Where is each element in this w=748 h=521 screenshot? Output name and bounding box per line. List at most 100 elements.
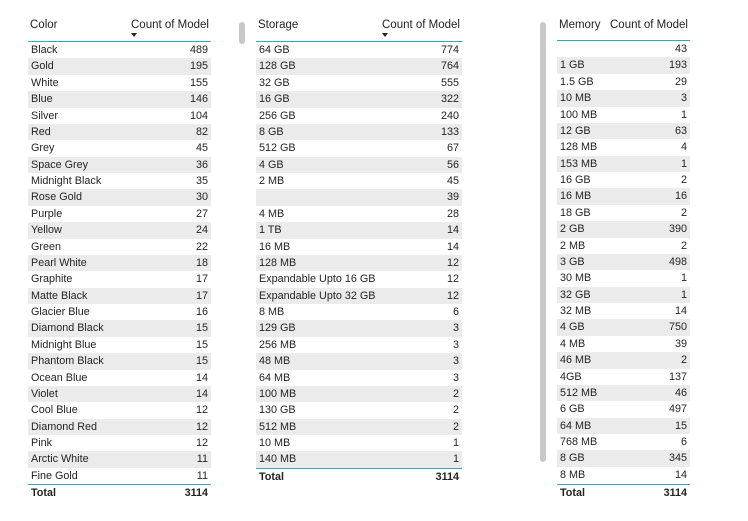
table-row[interactable]: Diamond Red 12 [28, 418, 211, 435]
table-row[interactable]: Blue 146 [28, 91, 211, 108]
table-row[interactable]: Midnight Black 35 [28, 173, 211, 189]
table-row[interactable]: Diamond Black 15 [28, 320, 211, 337]
table-row[interactable]: Rose Gold 30 [28, 189, 211, 206]
table-row[interactable]: Glacier Blue 16 [28, 304, 211, 320]
table-row[interactable]: 128 MB 4 [557, 139, 690, 155]
table-row[interactable]: 64 GB 774 [256, 42, 462, 58]
row-count: 3 [452, 371, 459, 384]
table-row[interactable]: 1 TB 14 [256, 222, 462, 239]
table-row[interactable]: 768 MB 6 [557, 434, 690, 450]
table-row[interactable]: 4 MB 39 [557, 336, 690, 352]
table-row[interactable]: Pink 12 [28, 435, 211, 451]
table-row[interactable]: Gold 195 [28, 58, 211, 75]
table-row[interactable]: 130 GB 2 [256, 402, 462, 418]
table-row[interactable]: 1.5 GB 29 [557, 74, 690, 90]
table-row[interactable]: 43 [557, 41, 690, 57]
table-row[interactable]: Cool Blue 12 [28, 402, 211, 418]
table-row[interactable]: 4 GB 56 [256, 156, 462, 173]
table-row[interactable]: Midnight Blue 15 [28, 337, 211, 353]
row-label: 64 GB [259, 44, 290, 56]
column-header-storage[interactable]: Storage [258, 19, 299, 31]
table-row[interactable]: Space Grey 36 [28, 156, 211, 173]
table-row[interactable]: 64 MB 15 [557, 417, 690, 434]
table-row[interactable]: Arctic White 11 [28, 451, 211, 468]
table-row[interactable]: 64 MB 3 [256, 370, 462, 386]
table-row[interactable]: 46 MB 2 [557, 352, 690, 369]
table-row[interactable]: Silver 104 [28, 108, 211, 124]
table-row[interactable]: 2 MB 45 [256, 173, 462, 189]
total-value: 3114 [184, 487, 208, 499]
column-header-memory[interactable]: Memory [559, 19, 601, 31]
color-table-rows: Black 489 Gold 195 White 155 Blue 146 Silver 104 R… [28, 42, 211, 484]
table-row[interactable]: 512 MB 2 [256, 418, 462, 435]
table-row[interactable]: 6 GB 497 [557, 401, 690, 417]
table-row[interactable]: Phantom Black 15 [28, 353, 211, 370]
table-row[interactable]: 512 MB 46 [557, 384, 690, 402]
table-row[interactable]: 256 GB 240 [256, 108, 462, 124]
row-count: 2 [680, 354, 687, 367]
table-row[interactable]: 39 [256, 189, 462, 206]
table-row[interactable]: Fine Gold 11 [28, 468, 211, 484]
table-row[interactable]: 129 GB 3 [256, 320, 462, 337]
table-row[interactable]: 12 GB 63 [557, 122, 690, 140]
table-row[interactable]: White 155 [28, 75, 211, 91]
table-row[interactable]: 30 MB 1 [557, 270, 690, 286]
table-row[interactable]: 16 GB 2 [557, 172, 690, 188]
table-row[interactable]: 8 GB 133 [256, 123, 462, 141]
row-count: 774 [440, 44, 459, 56]
table-row[interactable]: Grey 45 [28, 140, 211, 156]
table-row[interactable]: 100 MB 1 [557, 107, 690, 123]
table-row[interactable]: Violet 14 [28, 385, 211, 403]
table-row[interactable]: 16 MB 14 [256, 239, 462, 255]
storage-table-scrollbar[interactable] [239, 22, 245, 44]
table-row[interactable]: 2 MB 2 [557, 238, 690, 254]
column-header-color[interactable]: Color [30, 19, 58, 31]
row-count: 11 [196, 453, 208, 466]
table-row[interactable]: 10 MB 3 [557, 90, 690, 107]
memory-table-scrollbar[interactable] [540, 22, 546, 462]
row-label: 128 MB [560, 141, 598, 154]
row-label: 100 MB [259, 387, 297, 400]
table-row[interactable]: 128 MB 12 [256, 254, 462, 272]
table-row[interactable]: 48 MB 3 [256, 353, 462, 370]
table-row[interactable]: 153 MB 1 [557, 155, 690, 172]
table-row[interactable]: 16 GB 322 [256, 91, 462, 108]
table-row[interactable]: 18 GB 2 [557, 205, 690, 221]
table-row[interactable]: 140 MB 1 [256, 451, 462, 468]
table-row[interactable]: 100 MB 2 [256, 385, 462, 403]
table-row[interactable]: 4 GB 750 [557, 319, 690, 336]
table-row[interactable]: 2 GB 390 [557, 221, 690, 238]
table-row[interactable]: 32 MB 14 [557, 303, 690, 319]
table-row[interactable]: Graphite 17 [28, 271, 211, 287]
table-row[interactable]: Yellow 24 [28, 222, 211, 239]
table-row[interactable]: Ocean Blue 14 [28, 370, 211, 386]
table-row[interactable]: 512 GB 67 [256, 140, 462, 156]
table-row[interactable]: Expandable Upto 16 GB 12 [256, 271, 462, 287]
table-row[interactable]: Purple 27 [28, 206, 211, 222]
table-row[interactable]: Matte Black 17 [28, 287, 211, 304]
table-row[interactable]: 16 MB 16 [557, 188, 690, 205]
table-row[interactable]: Green 22 [28, 239, 211, 255]
row-label: 46 MB [560, 354, 592, 367]
table-row[interactable]: 8 GB 345 [557, 450, 690, 467]
table-row[interactable]: 8 MB 6 [256, 304, 462, 320]
table-row[interactable]: Red 82 [28, 123, 211, 141]
column-header-count-of-model[interactable]: Count of Model [131, 19, 209, 31]
column-header-count-of-model[interactable]: Count of Model [382, 19, 460, 31]
table-row[interactable]: 3 GB 498 [557, 253, 690, 271]
table-row[interactable]: 256 MB 3 [256, 337, 462, 353]
table-row[interactable]: 32 GB 1 [557, 286, 690, 303]
table-row[interactable]: 10 MB 1 [256, 435, 462, 451]
table-row[interactable]: Expandable Upto 32 GB 12 [256, 287, 462, 304]
table-row[interactable]: 128 GB 764 [256, 58, 462, 75]
table-row[interactable]: 1 GB 193 [557, 57, 690, 74]
row-label: Silver [31, 109, 58, 122]
table-row[interactable]: 32 GB 555 [256, 75, 462, 91]
table-row[interactable]: 8 MB 14 [557, 467, 690, 483]
row-label: 4 MB [259, 207, 285, 220]
column-header-count-of-model[interactable]: Count of Model [610, 19, 688, 31]
table-row[interactable]: Black 489 [28, 42, 211, 58]
table-row[interactable]: Pearl White 18 [28, 254, 211, 272]
table-row[interactable]: 4GB 137 [557, 369, 690, 385]
table-row[interactable]: 4 MB 28 [256, 206, 462, 222]
